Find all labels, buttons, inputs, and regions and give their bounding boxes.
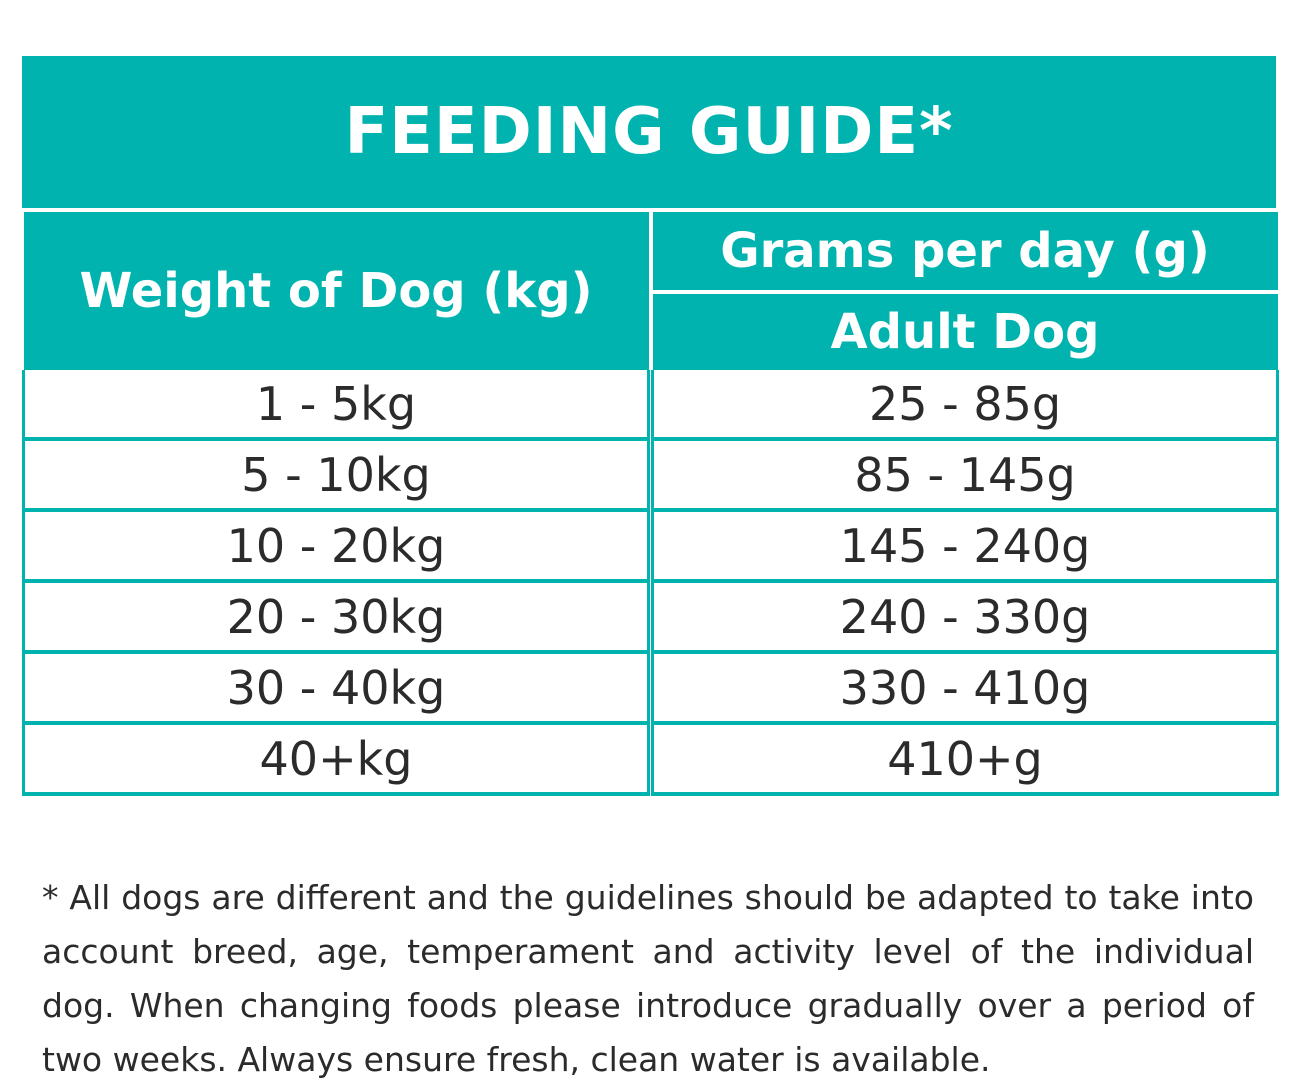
title-divider — [22, 208, 1276, 212]
table-row: 10 - 20kg 145 - 240g — [22, 510, 1279, 583]
grams-cell: 25 - 85g — [651, 370, 1279, 441]
grams-cell: 85 - 145g — [651, 439, 1279, 512]
header-divider — [648, 212, 653, 370]
grams-cell: 330 - 410g — [651, 652, 1279, 725]
table-row: 30 - 40kg 330 - 410g — [22, 652, 1279, 725]
header-adult-dog: Adult Dog — [652, 290, 1278, 370]
table-row: 1 - 5kg 25 - 85g — [22, 370, 1279, 441]
weight-cell: 40+kg — [22, 723, 650, 796]
footnote: * All dogs are different and the guideli… — [42, 878, 1254, 1079]
weight-cell: 10 - 20kg — [22, 510, 650, 583]
grams-cell: 145 - 240g — [651, 510, 1279, 583]
table-row: 5 - 10kg 85 - 145g — [22, 439, 1279, 512]
header-grams: Grams per day (g) — [652, 212, 1278, 292]
table-row: 20 - 30kg 240 - 330g — [22, 581, 1279, 654]
guide-title: FEEDING GUIDE* — [22, 56, 1276, 208]
grams-cell: 240 - 330g — [651, 581, 1279, 654]
weight-cell: 5 - 10kg — [22, 439, 650, 512]
feeding-guide: FEEDING GUIDE* Weight of Dog (kg) Grams … — [22, 56, 1279, 796]
weight-cell: 30 - 40kg — [22, 652, 650, 725]
weight-cell: 20 - 30kg — [22, 581, 650, 654]
header-weight: Weight of Dog (kg) — [23, 212, 649, 370]
weight-cell: 1 - 5kg — [22, 370, 650, 441]
grams-cell: 410+g — [651, 723, 1279, 796]
table-row: 40+kg 410+g — [22, 723, 1279, 796]
feeding-table: Weight of Dog (kg) Grams per day (g) Adu… — [22, 212, 1279, 796]
